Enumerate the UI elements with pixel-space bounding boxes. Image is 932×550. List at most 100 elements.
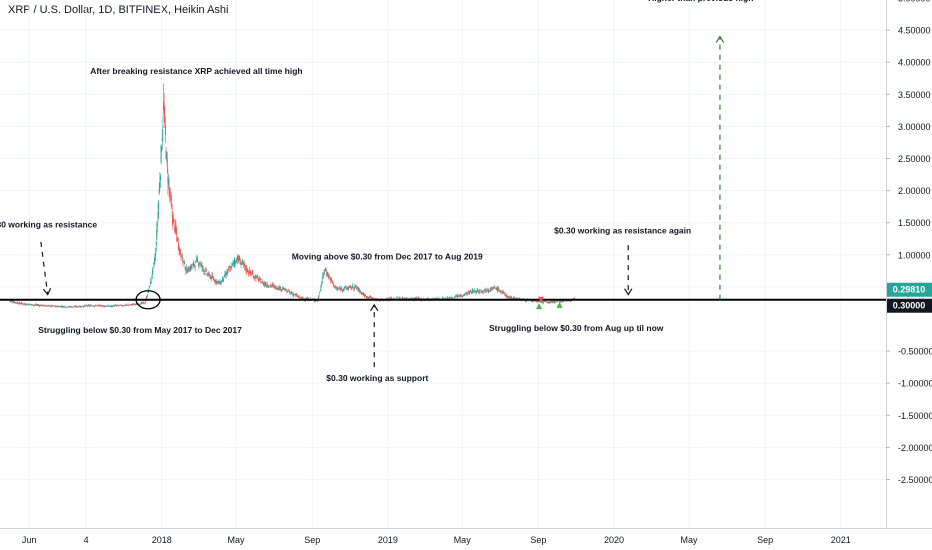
candle-body [147, 290, 149, 293]
candle-body [413, 298, 415, 300]
candle-body [215, 280, 217, 282]
candle-body [202, 265, 204, 267]
candle-body [24, 304, 26, 305]
candle-body [68, 306, 70, 308]
candle-body [39, 305, 41, 307]
candle-body [132, 304, 134, 305]
candle-body [257, 276, 259, 278]
candle-body [238, 259, 240, 262]
candle-body [176, 237, 178, 242]
candle-body [262, 282, 264, 285]
price-axis-pane[interactable] [886, 0, 932, 550]
candle-body [363, 293, 365, 295]
candle-body [16, 302, 18, 304]
candle-body [70, 306, 72, 307]
candle-body [317, 297, 319, 299]
candle-body [479, 291, 481, 293]
candle-body [252, 273, 254, 275]
candle-body [89, 305, 91, 306]
y-tick-label: -1.00000 [898, 379, 932, 389]
candle-body [216, 281, 218, 284]
candle-body [240, 263, 242, 265]
candle-body [274, 285, 276, 287]
candle-body [200, 263, 202, 265]
candle-body [368, 297, 370, 299]
candle-body [353, 286, 355, 289]
candle-body [322, 274, 324, 275]
candle-body [161, 150, 163, 152]
candle-body [52, 305, 54, 307]
candle-body [83, 306, 85, 308]
candle-body [50, 305, 52, 306]
candle-body [435, 298, 437, 299]
candle-body [477, 291, 479, 293]
candle-body [145, 297, 147, 300]
candle-body [13, 302, 15, 303]
candle-body [474, 290, 476, 291]
candle-body [191, 266, 193, 267]
candle-body [212, 275, 214, 278]
candle-body [62, 306, 64, 308]
candle-body [478, 289, 480, 292]
candle-body [201, 265, 203, 268]
candle-body [346, 288, 348, 289]
y-tick-label: -2.00000 [898, 443, 932, 453]
candle-body [567, 300, 569, 302]
candle-body [176, 231, 178, 236]
candle-body [96, 305, 98, 307]
candle-body [76, 306, 78, 308]
candle-body [399, 298, 401, 299]
candle-body [536, 302, 538, 303]
candle-body [267, 284, 269, 286]
candle-body [13, 302, 15, 304]
candle-body [52, 305, 54, 307]
candle-body [140, 304, 142, 305]
candle-body [498, 290, 500, 292]
candle-body [291, 293, 293, 295]
candle-body [461, 296, 463, 297]
candle-body [144, 303, 146, 304]
candle-body [209, 276, 211, 279]
candle-body [363, 294, 365, 297]
candle-body [133, 304, 135, 305]
candle-body [146, 297, 148, 298]
candle-body [78, 306, 80, 308]
candle-body [562, 300, 564, 302]
candle-body [245, 266, 247, 270]
candle-body [66, 307, 68, 308]
candle-body [441, 297, 443, 299]
candle-body [549, 302, 551, 304]
candle-body [84, 305, 86, 307]
candle-body [457, 296, 459, 297]
y-tick-label: 3.00000 [898, 122, 931, 132]
candle-body [360, 291, 362, 292]
candle-body [449, 297, 451, 299]
candle-body [158, 189, 160, 195]
candle-body [365, 295, 367, 296]
candle-body [56, 306, 58, 308]
candle-body [10, 301, 12, 302]
candle-body [179, 248, 181, 251]
candle-body [234, 261, 236, 264]
candle-body [23, 303, 25, 305]
candle-body [103, 305, 105, 307]
candle-body [493, 287, 495, 288]
price-axis[interactable]: 5.00000 4.50000 4.00000 3.50000 3.00000 2.500… [886, 0, 932, 550]
x-tick-label: 4 [84, 535, 89, 545]
candle-body [259, 278, 261, 279]
candle-body [510, 296, 512, 299]
candle-body [166, 153, 168, 159]
candle-body [266, 285, 268, 287]
candle-body [152, 266, 154, 269]
candle-body [169, 192, 171, 194]
candle-body [296, 295, 298, 297]
time-axis[interactable]: Jun 4 2018 May Sep 2019 May Sep 2020 May Sep 2021 [0, 528, 932, 546]
candle-body [91, 305, 93, 307]
candle-body [481, 291, 483, 292]
candle-body [199, 263, 201, 264]
y-tick-label: -1.50000 [898, 411, 932, 421]
candle-body [256, 276, 258, 277]
candle-body [490, 288, 492, 290]
candle-body [460, 295, 462, 296]
